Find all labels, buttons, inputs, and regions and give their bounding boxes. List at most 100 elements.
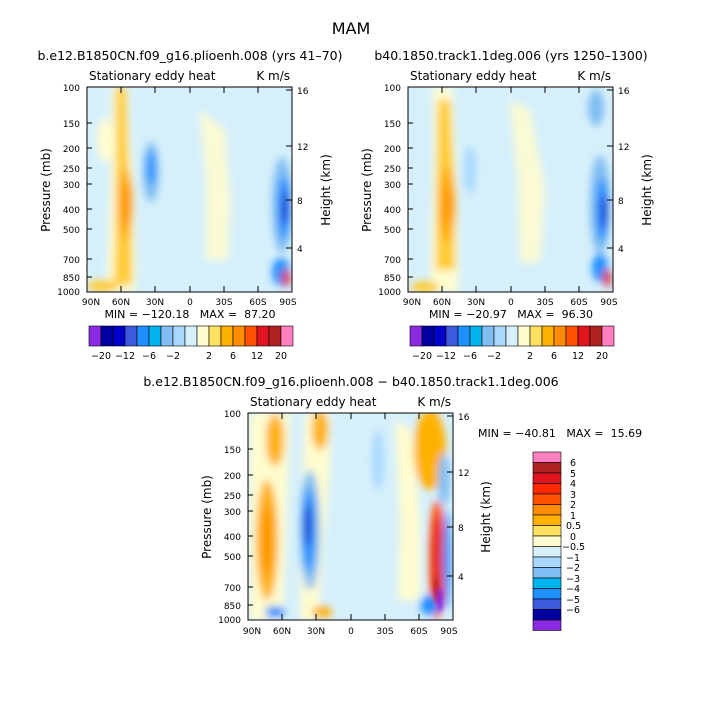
colorbar	[88, 325, 294, 347]
y-tick-label: 150	[224, 446, 241, 456]
y-tick-label: 100	[224, 410, 241, 420]
y-tick-label: 850	[224, 602, 241, 612]
y-tick-label: 500	[384, 226, 401, 236]
x-ticks	[407, 87, 614, 292]
y-tick-label: 100	[384, 84, 401, 94]
panel-title: b40.1850.track1.1deg.006 (yrs 1250–1300)	[374, 48, 647, 63]
colorbar-label: −20	[412, 351, 432, 362]
y-tick-label: 1000	[57, 288, 80, 298]
y-tick-label: 200	[224, 472, 241, 482]
y-right-tick-label: 4	[458, 573, 464, 583]
colorbar-label: −12	[436, 351, 456, 362]
y-right-tick-label: 8	[618, 197, 624, 207]
y-tick-label: 300	[63, 181, 80, 191]
colorbar-label: 0	[570, 532, 576, 543]
colorbar-label: 4	[570, 479, 576, 490]
y-axis-label: Pressure (mb)	[200, 475, 214, 559]
colorbar-label: −1	[566, 553, 580, 564]
panel-subtitle-right: K m/s	[256, 69, 290, 83]
x-tick-label: 0	[187, 298, 193, 308]
y-tick-label: 250	[224, 492, 241, 502]
y-tick-label: 700	[63, 256, 80, 266]
y-tick-label: 250	[63, 165, 80, 175]
x-tick-label: 90S	[440, 627, 457, 637]
x-tick-label: 60S	[249, 298, 266, 308]
x-tick-label: 90N	[243, 627, 261, 637]
colorbar-label: −3	[566, 574, 580, 585]
colorbar-label: 6	[230, 351, 236, 362]
y-tick-label: 300	[384, 181, 401, 191]
colorbar-label: 6	[570, 458, 576, 469]
x-ticks	[86, 87, 293, 292]
x-tick-label: 30N	[467, 298, 485, 308]
x-tick-label: 60S	[410, 627, 427, 637]
y-tick-label: 400	[63, 206, 80, 216]
colorbar-label: −5	[566, 595, 580, 606]
y-tick-label: 250	[384, 165, 401, 175]
x-tick-label: 90N	[403, 298, 421, 308]
colorbar-label: 0.5	[566, 521, 581, 532]
colorbar-label: −4	[566, 584, 580, 595]
colorbar-label: 12	[251, 351, 263, 362]
panel-subtitle-left: Stationary eddy heat	[89, 69, 216, 83]
x-tick-labels: 90N 60N 30N 0 30S 60S 90S	[243, 627, 458, 637]
y-tick-label: 500	[224, 553, 241, 563]
x-tick-label: 30N	[307, 627, 325, 637]
x-tick-label: 60N	[273, 627, 291, 637]
x-ticks	[247, 413, 454, 620]
y-tick-label: 850	[384, 274, 401, 284]
x-tick-label: 30S	[376, 627, 393, 637]
y-tick-label: 200	[63, 145, 80, 155]
x-tick-labels: 90N 60N 30N 0 30S 60S 90S	[403, 298, 618, 308]
colorbar	[532, 451, 562, 631]
page-title: MAM	[332, 19, 371, 38]
x-tick-label: 30N	[146, 298, 164, 308]
x-tick-label: 0	[508, 298, 514, 308]
panel-right: b40.1850.track1.1deg.006 (yrs 1250–1300)…	[360, 48, 654, 362]
colorbar-label: −2	[166, 351, 180, 362]
panel-subtitle-left: Stationary eddy heat	[410, 69, 537, 83]
colorbar-label: 3	[570, 490, 576, 501]
y-tick-labels: 100 150 200 250 300 400 500 700 850 1000	[218, 410, 241, 626]
y-tick-labels: 100 150 200 250 300 400 500 700 850 1000	[378, 84, 401, 298]
colorbar-label: 20	[275, 351, 287, 362]
colorbar-label: −2	[566, 563, 580, 574]
x-tick-label: 0	[348, 627, 354, 637]
panel-title: b.e12.B1850CN.f09_g16.plioenh.008 (yrs 4…	[38, 48, 343, 63]
y-axis-label: Pressure (mb)	[360, 148, 374, 232]
x-tick-label: 90S	[279, 298, 296, 308]
y-tick-label: 400	[384, 206, 401, 216]
heatmap-field	[248, 413, 453, 620]
colorbar-label: 2	[206, 351, 212, 362]
y-tick-label: 700	[224, 584, 241, 594]
y-right-axis-label: Height (km)	[319, 154, 333, 225]
y-right-axis-label: Height (km)	[479, 481, 493, 552]
x-tick-label: 90S	[600, 298, 617, 308]
y-right-tick-label: 8	[297, 197, 303, 207]
x-tick-label: 90N	[82, 298, 100, 308]
x-tick-label: 60S	[570, 298, 587, 308]
y-right-tick-label: 12	[458, 469, 469, 479]
colorbar-label: −2	[487, 351, 501, 362]
colorbar-labels: 6 5 4 3 2 1 0.5 0 −0.5 −1 −2 −3 −4 −5 −6	[562, 458, 585, 616]
colorbar-label: 2	[570, 500, 576, 511]
stats-text: MIN = −120.18 MAX = 87.20	[104, 308, 275, 321]
y-tick-label: 200	[384, 145, 401, 155]
y-tick-labels: 100 150 200 250 300 400 500 700 850 1000	[57, 84, 80, 298]
y-right-tick-label: 4	[297, 245, 303, 255]
y-tick-label: 700	[384, 256, 401, 266]
colorbar-label: 6	[551, 351, 557, 362]
x-tick-label: 60N	[112, 298, 130, 308]
y-right-tick-label: 16	[458, 413, 470, 423]
y-tick-label: 150	[63, 120, 80, 130]
colorbar-label: 1	[570, 511, 576, 522]
colorbar-label: −6	[566, 605, 580, 616]
colorbar-labels: −20 −12 −6 −2 2 6 12 20	[412, 351, 608, 362]
x-tick-label: 60N	[433, 298, 451, 308]
y-tick-label: 850	[63, 274, 80, 284]
y-right-tick-label: 12	[297, 143, 308, 153]
y-right-tick-label: 16	[297, 87, 309, 97]
colorbar-label: −12	[115, 351, 135, 362]
panel-difference: b.e12.B1850CN.f09_g16.plioenh.008 − b40.…	[143, 374, 642, 637]
